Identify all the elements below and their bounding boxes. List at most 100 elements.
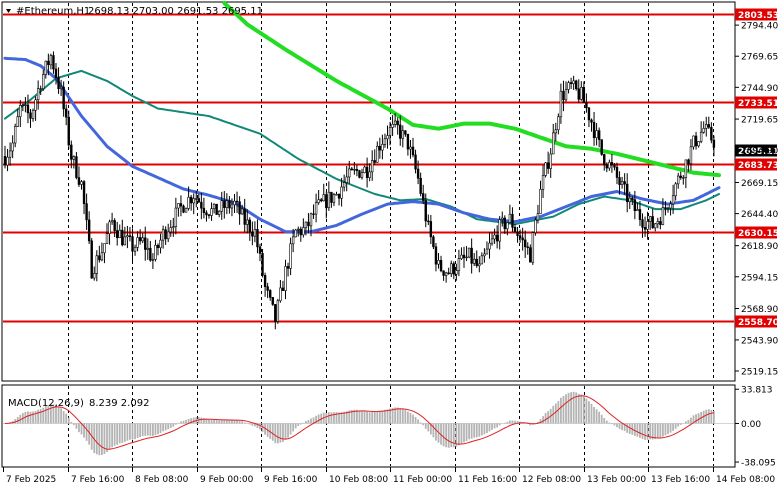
candle-body: [19, 105, 22, 117]
candle-body: [65, 108, 68, 118]
candle-body: [490, 238, 494, 244]
candle-body: [694, 135, 698, 147]
time-tick-label: 9 Feb 00:00: [200, 475, 254, 485]
candle-body: [126, 235, 129, 238]
candle-body: [187, 196, 190, 209]
symbol-triangle-icon: [6, 9, 11, 13]
candle-body: [105, 233, 109, 244]
candle-body: [110, 220, 114, 223]
candle-body: [202, 207, 206, 213]
ma-blue-line: [3, 56, 721, 234]
macd-signal-line: [4, 395, 714, 450]
candle-body: [230, 204, 234, 209]
candle-body: [388, 127, 392, 136]
candle-body: [312, 213, 315, 215]
candle-body: [684, 159, 688, 178]
candle-body: [113, 220, 116, 231]
candle-body: [75, 156, 78, 178]
candle-body: [648, 216, 652, 222]
time-tick-label: 9 Feb 16:00: [264, 475, 318, 485]
candle-body: [179, 203, 183, 207]
moving-averages: [3, 1, 721, 234]
candle-body: [26, 104, 30, 114]
candle-body: [421, 193, 425, 201]
candle-body: [559, 90, 563, 118]
candle-body: [516, 231, 519, 236]
candle-body: [149, 247, 152, 261]
candle-body: [467, 247, 471, 258]
level-price-tag: [735, 8, 777, 21]
candle-body: [42, 74, 45, 89]
candle-body: [294, 229, 297, 238]
price-tick-label: 2543.90: [741, 336, 778, 346]
level-price-tag: [735, 96, 777, 109]
candle-body: [192, 198, 195, 204]
candle-body: [24, 104, 27, 106]
candle-body: [429, 221, 433, 238]
candle-body: [633, 199, 637, 212]
candle-body: [167, 231, 170, 240]
candle-body: [93, 273, 96, 279]
time-tick-label: 11 Feb 00:00: [393, 475, 452, 485]
candle-body: [263, 274, 267, 287]
candle-body: [439, 260, 443, 272]
candle-body: [286, 266, 290, 269]
candle-body: [70, 144, 73, 160]
candle-body: [643, 227, 647, 230]
candle-body: [355, 168, 359, 171]
candle-body: [625, 183, 629, 203]
candle-body: [62, 86, 65, 110]
candle-body: [253, 229, 257, 237]
candle-body: [671, 195, 675, 205]
candle-body: [238, 201, 241, 215]
time-tick-label: 7 Feb 2025: [6, 475, 56, 485]
candle-body: [302, 227, 305, 236]
candle-body: [564, 89, 568, 101]
candle-body: [574, 80, 578, 90]
candle-body: [419, 177, 422, 194]
candle-body: [314, 202, 318, 215]
candle-body: [656, 221, 660, 225]
candle-body: [557, 116, 560, 131]
time-tick-label: 13 Feb 00:00: [587, 475, 646, 485]
candle-body: [87, 219, 91, 242]
candle-body: [399, 124, 402, 139]
candle-body: [501, 217, 504, 220]
candle-body: [95, 255, 99, 274]
candle-body: [506, 222, 509, 230]
candle-body: [603, 154, 606, 166]
candle-body: [503, 217, 506, 230]
candle-body: [480, 255, 484, 265]
time-tick-label: 12 Feb 08:00: [522, 475, 581, 485]
candle-body: [687, 159, 690, 164]
candle-body: [391, 123, 394, 128]
candle-body: [531, 232, 535, 263]
candle-body: [342, 182, 346, 188]
candle-body: [386, 135, 389, 140]
candle-body: [373, 160, 376, 163]
candle-body: [353, 168, 356, 171]
time-tick-label: 7 Feb 16:00: [71, 475, 125, 485]
candle-body: [299, 228, 302, 236]
candle-body: [702, 128, 705, 133]
candle-body: [427, 220, 430, 223]
candle-body: [404, 130, 407, 135]
level-price-label: 2630.15: [738, 229, 779, 239]
candle-body: [368, 171, 371, 178]
candle-body: [118, 229, 121, 239]
candle-body: [309, 213, 313, 227]
candle-body: [210, 208, 213, 216]
candle-body: [416, 168, 420, 179]
candle-body: [80, 181, 83, 185]
candle-body: [676, 175, 680, 185]
candle-body: [529, 247, 532, 263]
macd-signal-polyline: [4, 395, 714, 450]
candle-body: [327, 191, 331, 209]
candle-body: [268, 290, 272, 298]
candle-body: [544, 162, 547, 176]
candle-body: [128, 235, 132, 237]
candle-body: [365, 166, 369, 178]
candle-body: [674, 183, 677, 197]
candle-body: [133, 247, 137, 252]
